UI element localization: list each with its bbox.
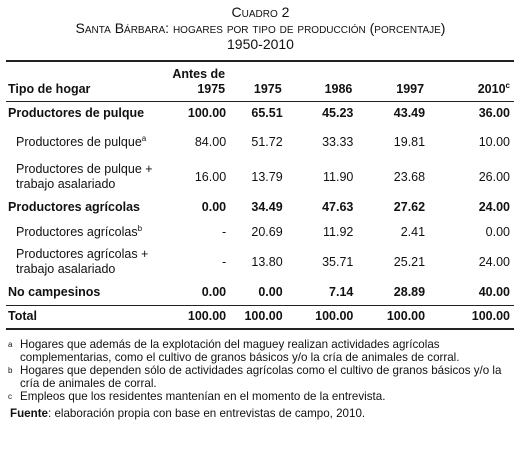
value-cell: 27.62 (393, 200, 426, 214)
value-cell: 0.00 (485, 224, 510, 239)
value-cell: 11.92 (323, 224, 354, 239)
column-header: Tipo de hogar (8, 81, 91, 96)
value-cell: 40.00 (478, 284, 510, 299)
value-cell: 100.00 (187, 309, 227, 324)
value-cell: 100.00 (471, 309, 510, 324)
header: Cuadro 2 Santa Bárbara: hogares por tipo… (0, 0, 521, 52)
table-row: Productores agrícolas 0.00 34.49 47.63 27.62… (6, 195, 514, 220)
value-cell: 11.90 (323, 169, 354, 184)
value-cell: 84.00 (194, 134, 227, 149)
value-cell: 16.00 (194, 169, 227, 184)
value-cell: 13.80 (251, 254, 283, 269)
column-header: 2010 (477, 81, 506, 96)
note-marker: b (8, 366, 13, 375)
note-marker: c (8, 392, 12, 401)
row-label: Productores de pulque (16, 134, 142, 149)
value-cell: 33.33 (322, 134, 354, 149)
row-label-cell: Productores agrícolasb (6, 220, 168, 244)
value-cell: 100.00 (244, 309, 283, 324)
value-cell: 26.00 (478, 169, 510, 184)
row-label-cell: Productores de pulque (6, 101, 168, 125)
source-label: Fuente (10, 407, 49, 420)
row-label: Productores de pulque (8, 105, 145, 120)
table: Tipo de hogar Antes de 1975 1975 1986 19… (6, 60, 514, 330)
row-label: Productores agrícolas (8, 200, 140, 214)
value-cell: 100.00 (315, 309, 354, 324)
value-cell: 45.23 (322, 105, 354, 120)
table-title: Santa Bárbara: hogares por tipo de produ… (75, 20, 446, 36)
column-header: Antes de 1975 (172, 66, 226, 96)
table-period: 1950-2010 (227, 36, 294, 52)
footnote: b Hogares que dependen sólo de actividade… (8, 364, 515, 390)
table-row: Total 100.00 100.00 100.00 100.00 100.00 (6, 305, 514, 329)
source: Fuente: elaboración propia con base en e… (10, 407, 515, 420)
value-cell: 36.00 (478, 105, 510, 120)
value-cell: 100.00 (386, 309, 426, 324)
value-cell: 13.79 (251, 169, 283, 184)
table-row: Productores de pulque + trabajo asalaria… (6, 159, 514, 195)
row-label-cell: No campesinos (6, 280, 168, 305)
value-cell: 10.00 (478, 134, 510, 149)
table-row: No campesinos 0.00 0.00 7.14 28.89 40.00 (6, 280, 514, 305)
row-label-cell: Productores agrícolas + trabajo asalaria… (6, 244, 168, 280)
row-label-cell: Productores agrícolas (6, 195, 168, 220)
column-header: 1975 (253, 81, 282, 96)
footnote: a Hogares que además de la explotación de… (8, 338, 515, 364)
value-cell: - (221, 224, 227, 239)
row-label: Productores de pulque + trabajo asalaria… (16, 162, 153, 191)
table-label: Cuadro 2 (231, 4, 290, 20)
row-label-cell: Productores de pulquea (6, 125, 168, 159)
value-cell: 47.63 (322, 200, 354, 214)
table-row: Productores agrícolasb - 20.69 11.92 2.41 0.0… (6, 220, 514, 244)
column-header-cell: 2010c (425, 61, 514, 101)
value-cell: 2.41 (400, 224, 426, 239)
note-text: Empleos que los residentes mantenían en … (20, 390, 386, 403)
value-cell: 100.00 (187, 105, 227, 120)
note-marker: b (137, 223, 143, 233)
value-cell: 0.00 (258, 284, 283, 299)
value-cell: 0.00 (201, 284, 227, 299)
row-label-cell: Productores de pulque + trabajo asalaria… (6, 159, 168, 195)
note-text: Hogares que además de la explotación del… (20, 338, 460, 364)
column-header: 1986 (324, 81, 353, 96)
value-cell: 34.49 (251, 200, 283, 214)
value-cell: 51.72 (251, 134, 283, 149)
footnote: c Empleos que los residentes mantenían en… (8, 390, 515, 403)
value-cell: 65.51 (251, 105, 283, 120)
note-text: Hogares que dependen sólo de actividades… (20, 364, 502, 390)
value-cell: 20.69 (251, 224, 283, 239)
column-header: 1997 (396, 81, 425, 96)
source-text: : elaboración propia con base en entrevi… (48, 407, 366, 420)
row-label: Productores agrícolas + trabajo asalaria… (16, 247, 149, 276)
value-cell: 24.00 (478, 254, 510, 269)
row-label: Productores agrícolas (16, 224, 138, 239)
table-row: Productores de pulque 100.00 65.51 45.23 43.… (6, 101, 514, 125)
row-label: Total (8, 309, 37, 324)
table-row: Productores agrícolas + trabajo asalaria… (6, 244, 514, 280)
row-label: No campesinos (8, 284, 101, 299)
note-marker: a (8, 340, 13, 349)
row-label-cell: Total (6, 305, 168, 329)
notes: a Hogares que además de la explotación de… (8, 338, 515, 420)
table-row: Productores de pulquea 84.00 51.72 33.33 19.… (6, 125, 514, 159)
value-cell: 0.00 (201, 200, 227, 214)
value-cell: 35.71 (322, 254, 354, 269)
value-cell: - (221, 254, 227, 269)
value-cell: 25.21 (393, 254, 426, 269)
value-cell: 43.49 (393, 105, 426, 120)
note-marker: c (505, 80, 510, 90)
value-cell: 23.68 (393, 169, 426, 184)
value-cell: 28.89 (393, 284, 426, 299)
value-cell: 24.00 (478, 200, 510, 214)
value-cell: 7.14 (329, 284, 354, 299)
value-cell: 19.81 (393, 134, 426, 149)
note-marker: a (141, 133, 147, 143)
